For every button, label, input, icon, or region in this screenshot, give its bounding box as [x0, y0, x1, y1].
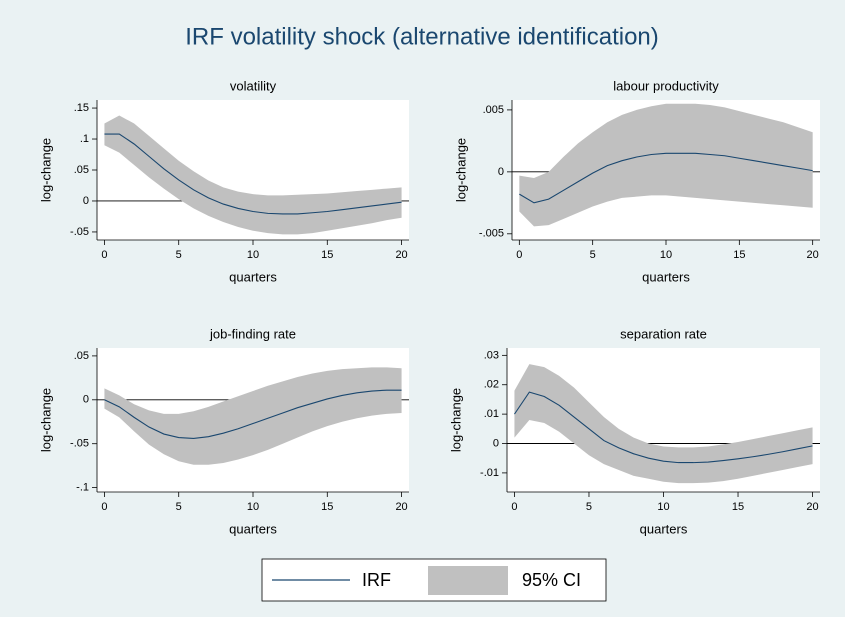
irf-line	[519, 152, 813, 204]
x-tick-label: 15	[733, 249, 745, 261]
irf-line	[513, 391, 813, 464]
y-tick-label: -.005	[479, 228, 504, 240]
y-tick-label: .1	[80, 133, 89, 145]
x-axis-title: quarters	[640, 521, 688, 536]
y-tick-label: .05	[74, 350, 89, 362]
x-tick-label: 15	[732, 501, 744, 513]
legend-label: 95% CI	[522, 570, 581, 590]
y-tick-label: 0	[498, 166, 504, 178]
x-tick-label: 10	[657, 501, 669, 513]
y-tick-label: -.05	[70, 438, 89, 450]
panel-title: labour productivity	[613, 78, 719, 93]
y-tick-label: 0	[83, 195, 89, 207]
x-tick-label: 10	[660, 249, 672, 261]
legend-label: IRF	[362, 570, 391, 590]
x-axis-title: quarters	[642, 269, 690, 284]
x-tick-label: 0	[101, 501, 107, 513]
x-tick-label: 5	[176, 501, 182, 513]
x-tick-label: 5	[176, 249, 182, 261]
y-tick-label: -.05	[70, 226, 89, 238]
ci-band	[519, 103, 813, 227]
ci-band	[514, 364, 813, 484]
x-tick-label: 0	[511, 501, 517, 513]
x-tick-label: 15	[321, 501, 333, 513]
x-tick-label: 20	[806, 501, 818, 513]
x-tick-label: 20	[395, 501, 407, 513]
y-axis-title: log-change	[38, 138, 53, 202]
y-tick-label: .01	[484, 408, 499, 420]
x-axis-title: quarters	[229, 269, 277, 284]
y-tick-label: .005	[483, 104, 504, 116]
x-tick-label: 0	[101, 249, 107, 261]
x-tick-label: 20	[395, 249, 407, 261]
x-tick-label: 5	[590, 249, 596, 261]
y-tick-label: .05	[74, 164, 89, 176]
y-tick-label: -.1	[76, 482, 89, 494]
ci-band	[104, 367, 402, 465]
y-tick-label: -.01	[480, 467, 499, 479]
y-tick-label: 0	[493, 437, 499, 449]
x-axis-title: quarters	[229, 521, 277, 536]
irf-line	[104, 133, 402, 215]
panel-title: job-finding rate	[209, 326, 296, 341]
y-tick-label: 0	[83, 394, 89, 406]
y-tick-label: .03	[484, 349, 499, 361]
legend-band-swatch	[428, 566, 508, 595]
panel-title: volatility	[230, 78, 277, 93]
y-tick-label: .02	[484, 379, 499, 391]
y-tick-label: .15	[74, 102, 89, 114]
figure-title: IRF volatility shock (alternative identi…	[185, 23, 659, 50]
ci-band	[104, 115, 402, 235]
x-tick-label: 10	[247, 249, 259, 261]
panel-title: separation rate	[620, 326, 707, 341]
x-tick-label: 20	[807, 249, 819, 261]
x-tick-label: 15	[321, 249, 333, 261]
y-axis-title: log-change	[448, 388, 463, 452]
irf-line	[104, 389, 402, 439]
x-tick-label: 0	[516, 249, 522, 261]
y-axis-title: log-change	[38, 388, 53, 452]
y-axis-title: log-change	[453, 138, 468, 202]
x-tick-label: 5	[586, 501, 592, 513]
x-tick-label: 10	[247, 501, 259, 513]
